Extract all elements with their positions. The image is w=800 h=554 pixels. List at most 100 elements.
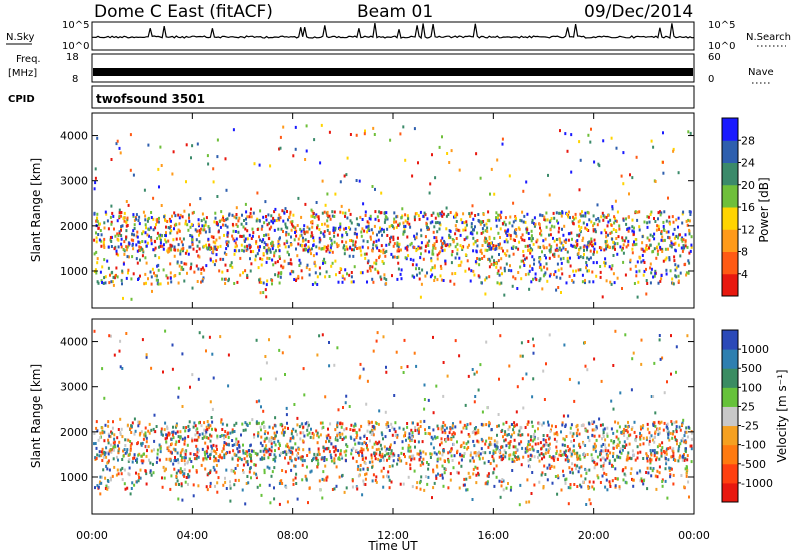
scatter-cell	[661, 356, 664, 360]
scatter-cell	[593, 247, 596, 251]
scatter-cell	[118, 208, 121, 212]
scatter-cell	[514, 445, 517, 449]
scatter-cell	[517, 247, 520, 251]
scatter-cell	[419, 295, 422, 299]
scatter-cell	[501, 445, 504, 449]
scatter-cell	[301, 455, 304, 459]
scatter-cell	[505, 444, 508, 448]
scatter-cell	[586, 210, 589, 214]
scatter-cell	[117, 253, 120, 257]
scatter-cell	[258, 235, 260, 239]
scatter-cell	[124, 451, 127, 455]
colorbar-tick-label: 4	[741, 268, 748, 281]
scatter-cell	[524, 244, 527, 248]
scatter-cell	[656, 469, 659, 473]
scatter-cell	[465, 442, 468, 446]
scatter-cell	[178, 229, 181, 233]
scatter-cell	[570, 423, 573, 427]
scatter-cell	[652, 395, 655, 398]
scatter-cell	[432, 230, 435, 234]
scatter-cell	[326, 219, 329, 223]
scatter-cell	[668, 256, 671, 260]
scatter-cell	[484, 278, 487, 282]
scatter-cell	[296, 433, 299, 437]
scatter-cell	[173, 467, 176, 471]
scatter-cell	[158, 256, 161, 260]
scatter-cell	[119, 431, 122, 435]
scatter-cell	[553, 273, 556, 277]
scatter-cell	[549, 429, 552, 433]
scatter-cell	[117, 451, 120, 455]
scatter-cell	[267, 246, 270, 250]
scatter-cell	[389, 445, 392, 449]
scatter-cell	[666, 422, 669, 426]
scatter-cell	[111, 474, 114, 478]
scatter-cell	[277, 227, 280, 231]
scatter-cell	[522, 254, 525, 258]
scatter-cell	[468, 434, 471, 438]
scatter-cell	[599, 270, 602, 274]
scatter-cell	[165, 274, 168, 278]
scatter-cell	[586, 245, 589, 249]
scatter-cell	[175, 459, 177, 463]
scatter-cell	[203, 421, 206, 425]
scatter-cell	[327, 244, 330, 248]
scatter-cell	[582, 236, 585, 240]
scatter-cell	[177, 281, 180, 285]
scatter-cell	[325, 478, 328, 482]
scatter-cell	[485, 340, 488, 344]
scatter-cell	[495, 265, 498, 269]
scatter-cell	[432, 411, 435, 415]
scatter-cell	[268, 338, 270, 342]
scatter-cell	[104, 210, 107, 214]
scatter-cell	[393, 441, 396, 445]
scatter-cell	[621, 444, 624, 448]
scatter-cell	[509, 215, 512, 219]
scatter-cell	[284, 225, 287, 229]
scatter-cell	[253, 471, 256, 475]
scatter-cell	[605, 247, 608, 251]
scatter-cell	[606, 224, 609, 228]
scatter-cell	[220, 210, 223, 214]
scatter-cell	[246, 229, 249, 233]
scatter-cell	[462, 441, 465, 445]
scatter-cell	[619, 391, 622, 395]
scatter-cell	[310, 208, 313, 212]
scatter-cell	[436, 253, 439, 257]
scatter-cell	[489, 259, 492, 263]
scatter-cell	[137, 472, 140, 476]
scatter-cell	[549, 228, 552, 232]
scatter-cell	[460, 458, 463, 462]
scatter-cell	[540, 473, 543, 477]
scatter-cell	[174, 442, 177, 446]
scatter-cell	[445, 243, 448, 247]
scatter-cell	[537, 455, 539, 459]
scatter-cell	[444, 423, 447, 427]
scatter-cell	[206, 420, 209, 423]
scatter-cell	[636, 260, 639, 264]
scatter-cell	[625, 245, 628, 249]
scatter-cell	[259, 449, 262, 453]
scatter-cell	[373, 133, 376, 136]
scatter-cell	[439, 451, 441, 455]
scatter-cell	[441, 210, 444, 214]
scatter-cell	[234, 478, 237, 482]
scatter-cell	[259, 209, 262, 213]
scatter-cell	[187, 473, 190, 477]
scatter-cell	[268, 483, 271, 487]
scatter-cell	[511, 284, 514, 288]
scatter-cell	[130, 238, 133, 242]
scatter-cell	[383, 211, 386, 215]
scatter-cell	[170, 229, 173, 233]
scatter-cell	[475, 370, 478, 374]
scatter-cell	[638, 469, 641, 473]
scatter-cell	[167, 247, 170, 251]
scatter-cell	[431, 266, 434, 270]
scatter-cell	[640, 434, 643, 438]
scatter-cell	[672, 447, 675, 451]
scatter-cell	[135, 234, 138, 238]
scatter-cell	[401, 440, 404, 444]
scatter-cell	[303, 434, 306, 438]
scatter-cell	[500, 257, 503, 261]
scatter-cell	[231, 444, 234, 447]
